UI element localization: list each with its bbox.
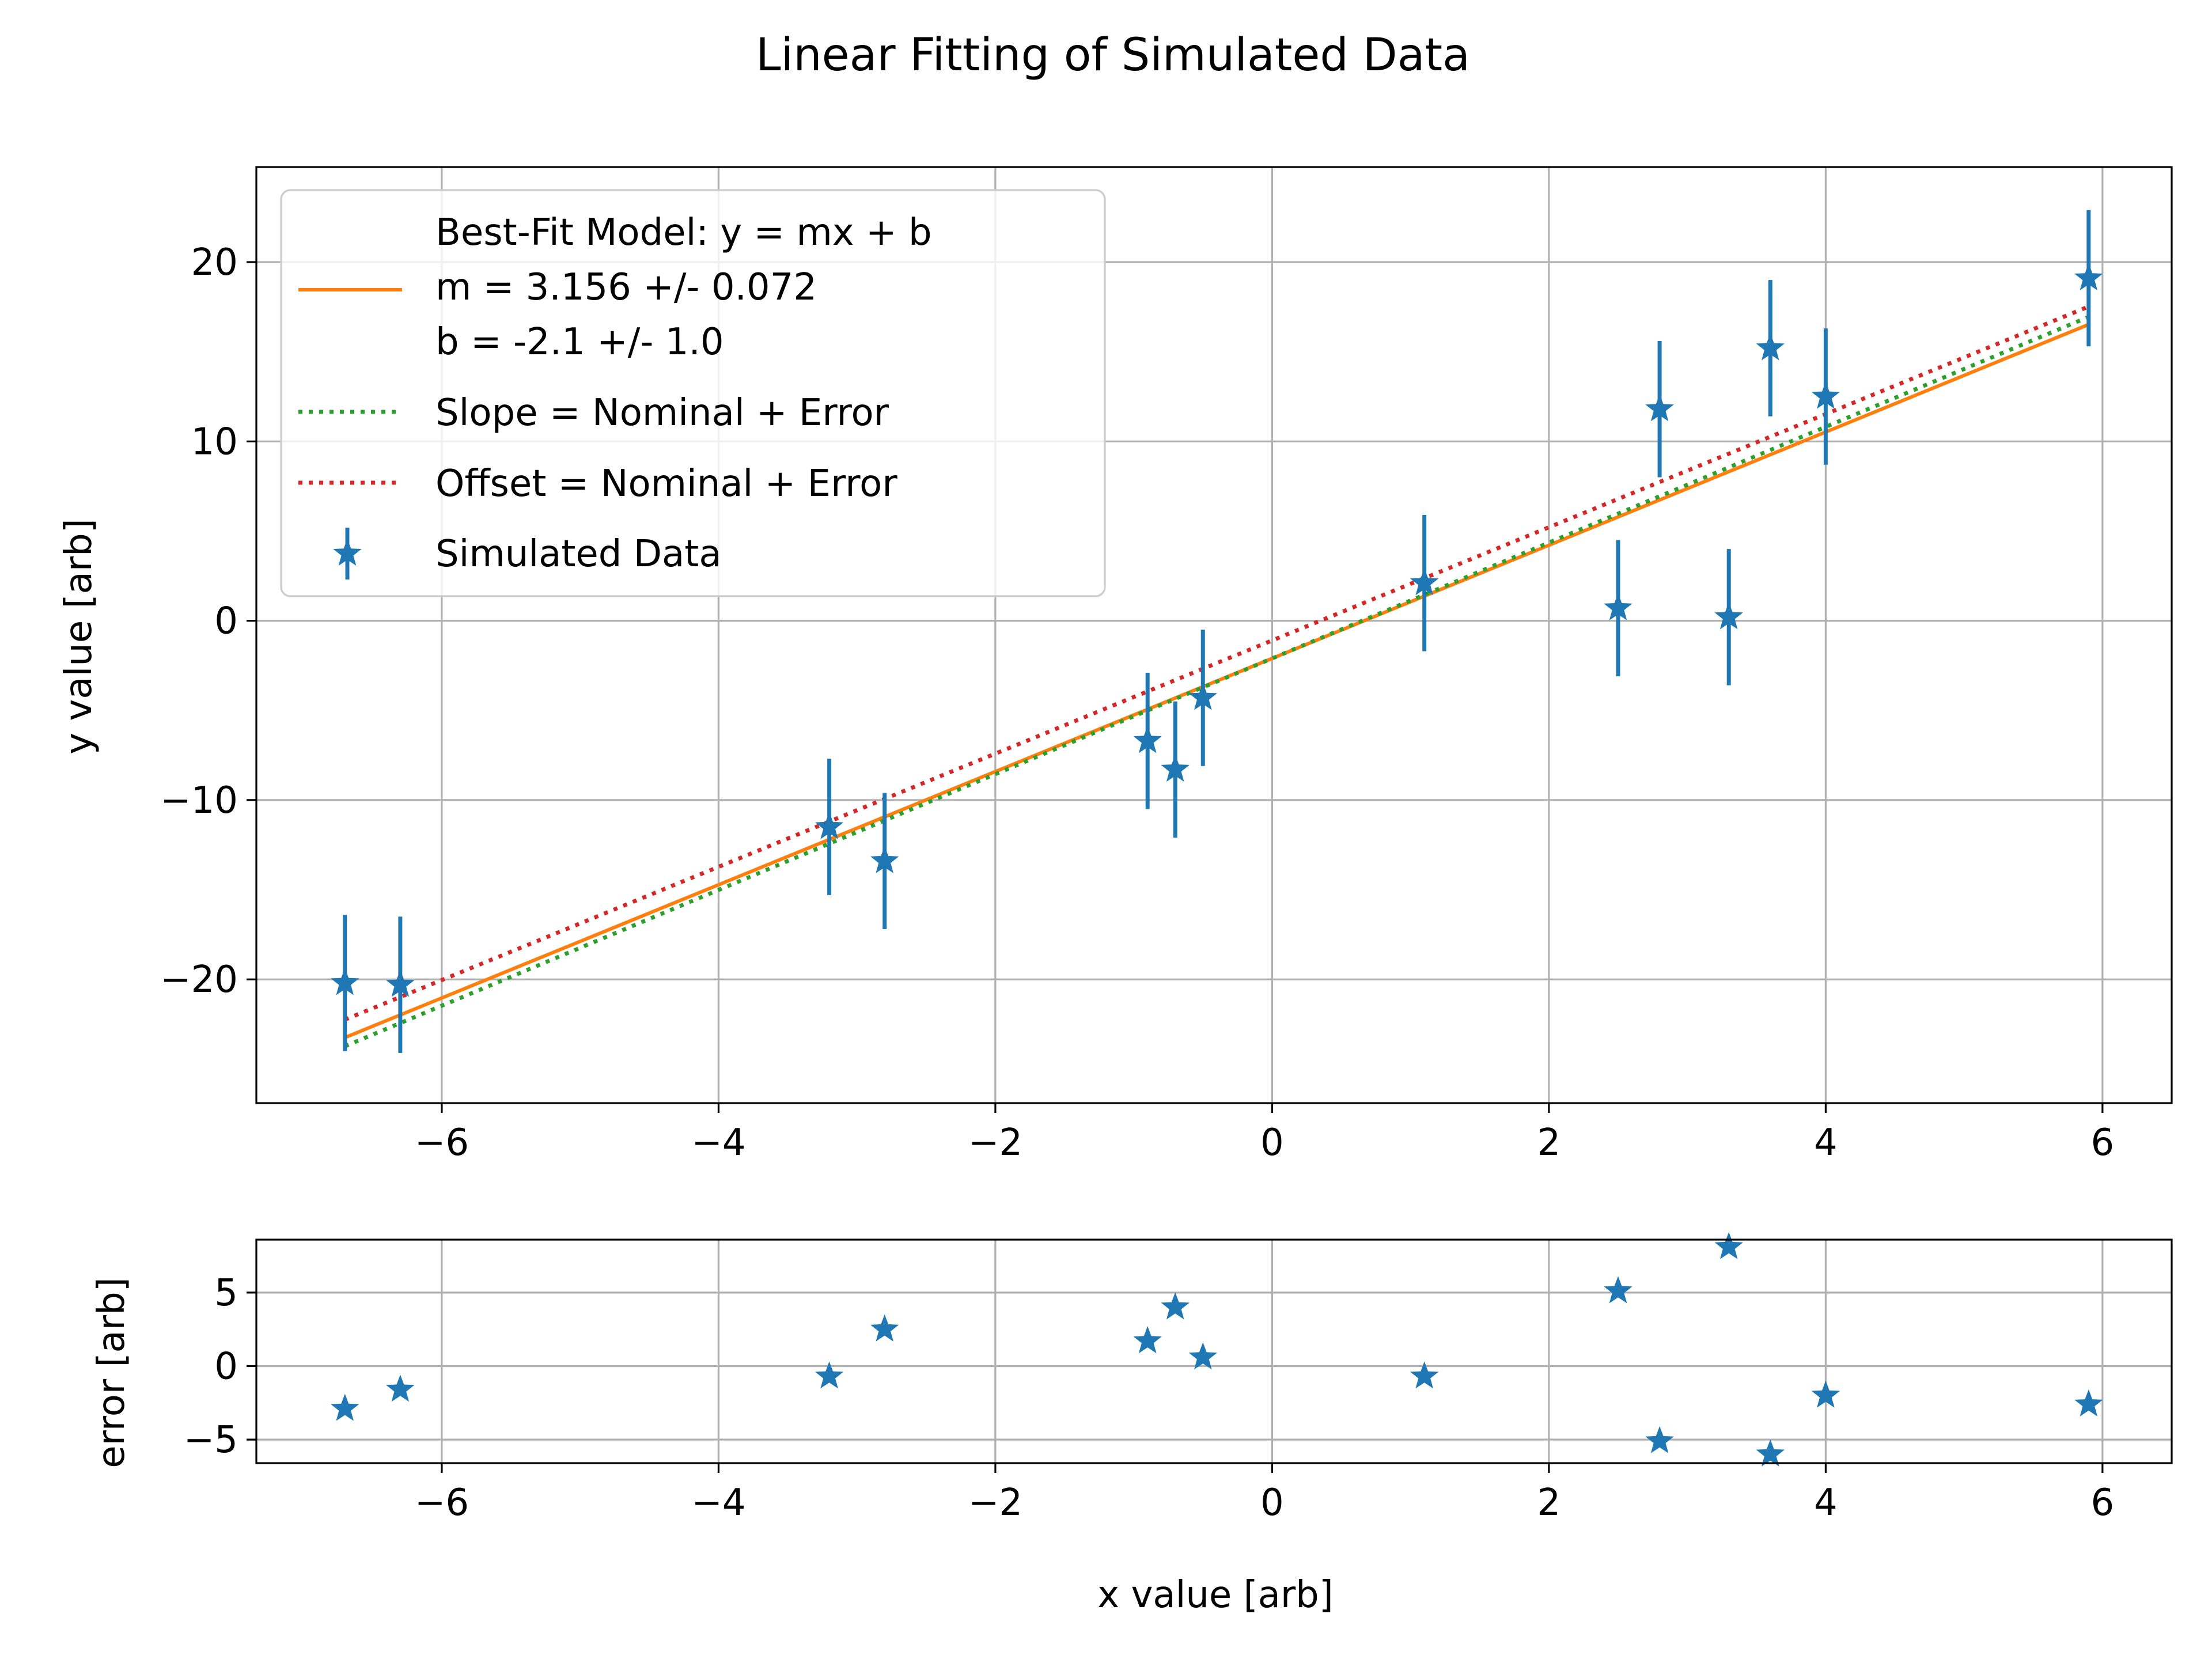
residual-y-axis-label: error [arb] — [90, 1277, 133, 1468]
residual-x-tick-label: 0 — [1260, 1482, 1284, 1524]
residual-y-tick-label: −5 — [184, 1419, 238, 1461]
main-x-tick-label: −4 — [691, 1122, 745, 1164]
main-y-axis-label: y value [arb] — [58, 518, 100, 754]
residual-point — [1604, 1276, 1633, 1304]
main-x-tick-label: −6 — [415, 1122, 469, 1164]
data-point — [1604, 593, 1633, 620]
legend-offset-label: Offset = Nominal + Error — [435, 463, 897, 505]
main-x-tick-label: 6 — [2091, 1122, 2115, 1164]
offset-error-line — [344, 304, 2090, 1022]
data-point — [2074, 263, 2103, 290]
legend: Best-Fit Model: y = mx + b m = 3.156 +/-… — [280, 189, 1106, 597]
legend-slope-label: Slope = Nominal + Error — [435, 392, 889, 434]
data-point — [1756, 333, 1785, 361]
main-x-tick-label: 4 — [1814, 1122, 1838, 1164]
residual-x-tick-label: −4 — [691, 1482, 745, 1524]
legend-model-line-2: m = 3.156 +/- 0.072 — [435, 266, 817, 309]
residual-point — [1811, 1380, 1840, 1408]
main-x-tick-label: −2 — [968, 1122, 1022, 1164]
residual-point — [870, 1314, 899, 1342]
data-point — [1714, 602, 1743, 630]
residual-axes-frame — [255, 1238, 2173, 1464]
residual-point — [386, 1374, 415, 1402]
residual-point — [1410, 1361, 1439, 1389]
slope-error-line — [344, 315, 2090, 1048]
data-point — [1811, 381, 1840, 409]
residual-x-tick-label: −6 — [415, 1482, 469, 1524]
chart-title: Linear Fitting of Simulated Data — [756, 29, 1470, 81]
data-point — [1410, 568, 1439, 596]
residual-plot: −6 −4 −2 0 2 4 6 −5 0 5 — [184, 1232, 2173, 1524]
residual-y-tick-label: 5 — [214, 1272, 238, 1315]
data-point — [815, 812, 844, 839]
residual-point — [2074, 1389, 2103, 1416]
residual-x-tick-label: 2 — [1537, 1482, 1561, 1524]
legend-data-label: Simulated Data — [435, 533, 722, 575]
main-y-tick-label: 20 — [191, 241, 238, 284]
residual-point — [1645, 1426, 1674, 1453]
residual-point — [1188, 1342, 1217, 1370]
main-y-tick-label: 0 — [214, 600, 238, 643]
data-point — [386, 969, 415, 997]
main-y-tick-label: −20 — [160, 959, 238, 1001]
data-point — [1188, 683, 1217, 710]
main-y-tick-label: −10 — [160, 779, 238, 822]
legend-data-marker — [333, 539, 362, 566]
residual-point — [815, 1361, 844, 1389]
residual-point — [331, 1393, 359, 1421]
residual-point — [1756, 1439, 1785, 1467]
main-y-tick-label: 10 — [191, 421, 238, 463]
legend-box — [280, 189, 1106, 597]
data-point — [870, 846, 899, 873]
data-point — [1645, 394, 1674, 422]
main-axes-frame — [255, 166, 2173, 1104]
residual-x-tick-label: −2 — [968, 1482, 1022, 1524]
residual-x-axis-label: x value [arb] — [1097, 1574, 1333, 1616]
residual-point — [1161, 1292, 1190, 1320]
legend-model-line-1: Best-Fit Model: y = mx + b — [435, 211, 932, 254]
data-point — [1133, 726, 1162, 753]
residual-point — [1133, 1326, 1162, 1354]
residual-x-tick-label: 6 — [2091, 1482, 2115, 1524]
data-point — [1161, 755, 1190, 782]
residual-point — [1714, 1232, 1743, 1259]
data-point — [331, 968, 359, 995]
main-x-tick-label: 2 — [1537, 1122, 1561, 1164]
residual-y-tick-label: 0 — [214, 1346, 238, 1388]
main-x-tick-label: 0 — [1260, 1122, 1284, 1164]
legend-model-line-3: b = -2.1 +/- 1.0 — [435, 321, 724, 363]
residual-x-tick-label: 4 — [1814, 1482, 1838, 1524]
